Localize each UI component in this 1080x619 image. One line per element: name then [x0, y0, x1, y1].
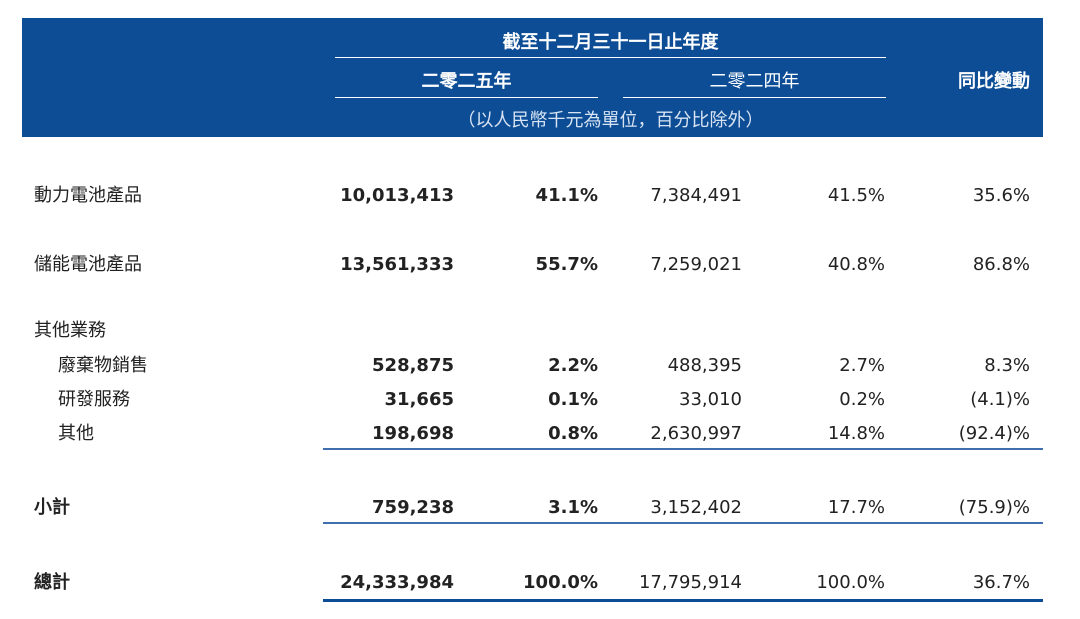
year-header: 二零二四年 — [709, 71, 800, 92]
cell: (75.9)% — [958, 497, 1030, 518]
cell: 488,395 — [667, 355, 742, 376]
cell: 14.8% — [827, 423, 885, 444]
row-label: 總計 — [34, 572, 70, 593]
change-header: 同比變動 — [958, 71, 1030, 92]
row-label: 小計 — [34, 497, 70, 518]
row-label: 動力電池產品 — [34, 185, 142, 206]
cell: 7,259,021 — [650, 254, 742, 275]
header-rule — [623, 97, 886, 98]
row-label: 其他 — [58, 423, 94, 444]
header-rule — [335, 57, 886, 58]
year-header: 二零二五年 — [421, 71, 512, 92]
cell: 0.1% — [548, 389, 598, 410]
cell: 86.8% — [972, 254, 1030, 275]
cell: (92.4)% — [958, 423, 1030, 444]
cell: 2.2% — [548, 355, 598, 376]
cell: 24,333,984 — [340, 572, 454, 593]
cell: 17,795,914 — [638, 572, 742, 593]
row-label: 儲能電池產品 — [34, 254, 142, 275]
row-label: 其他業務 — [34, 320, 106, 341]
header-band — [22, 18, 1043, 137]
cell: 10,013,413 — [340, 185, 454, 206]
cell: 41.5% — [827, 185, 885, 206]
cell: 33,010 — [679, 389, 742, 410]
cell: 36.7% — [972, 572, 1030, 593]
cell: 2,630,997 — [650, 423, 742, 444]
cell: 2.7% — [839, 355, 885, 376]
row-rule — [323, 522, 1043, 524]
cell: 40.8% — [827, 254, 885, 275]
cell: 7,384,491 — [650, 185, 742, 206]
cell: 100.0% — [816, 572, 885, 593]
total-rule — [323, 599, 1043, 602]
cell: 0.2% — [839, 389, 885, 410]
period-header: 截至十二月三十一日止年度 — [502, 32, 719, 53]
unit-note: （以人民幣千元為單位，百分比除外） — [457, 110, 764, 131]
cell: 31,665 — [384, 389, 454, 410]
cell: 100.0% — [523, 572, 598, 593]
cell: 528,875 — [372, 355, 454, 376]
cell: 8.3% — [984, 355, 1030, 376]
cell: (4.1)% — [970, 389, 1030, 410]
row-label: 廢棄物銷售 — [58, 355, 148, 376]
cell: 198,698 — [372, 423, 454, 444]
row-label: 研發服務 — [58, 389, 130, 410]
cell: 13,561,333 — [340, 254, 454, 275]
row-rule — [323, 448, 1043, 450]
cell: 35.6% — [972, 185, 1030, 206]
cell: 41.1% — [535, 185, 598, 206]
header-rule — [335, 97, 598, 98]
cell: 55.7% — [535, 254, 598, 275]
cell: 0.8% — [548, 423, 598, 444]
cell: 17.7% — [827, 497, 885, 518]
cell: 3.1% — [548, 497, 598, 518]
cell: 759,238 — [372, 497, 454, 518]
cell: 3,152,402 — [650, 497, 742, 518]
